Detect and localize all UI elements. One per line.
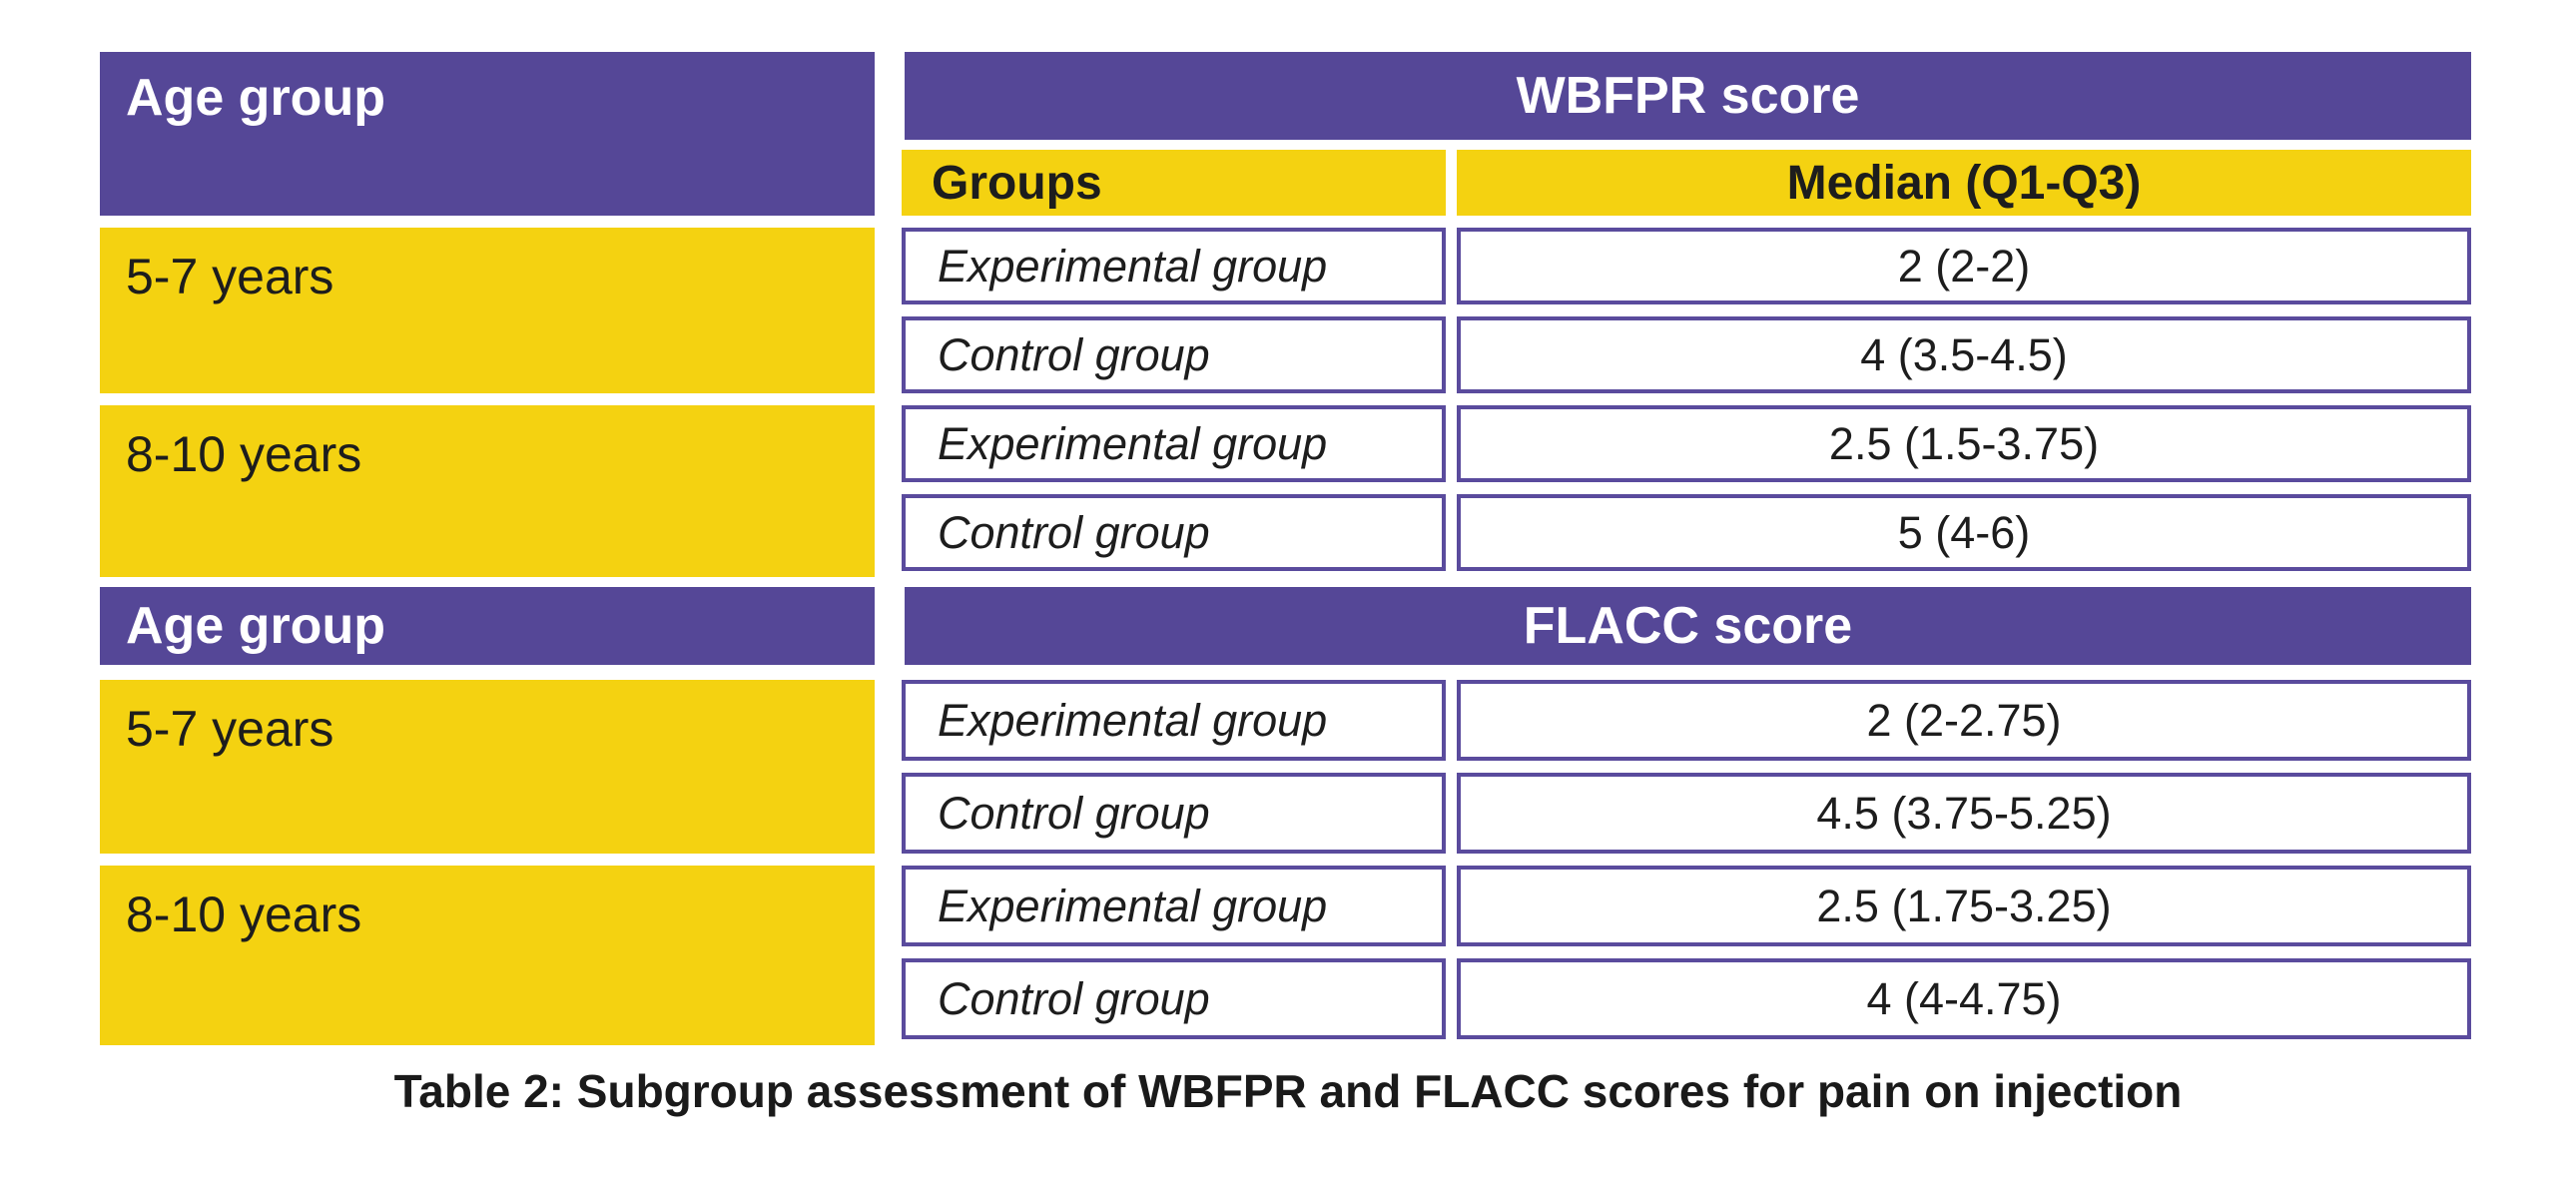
median-cell: 4 (3.5-4.5)	[1457, 316, 2471, 393]
age-cell-8-10-wbfpr: 8-10 years	[100, 405, 875, 577]
group-cell: Control group	[902, 958, 1446, 1039]
median-cell: 2 (2-2.75)	[1457, 680, 2471, 761]
flacc-score-header: FLACC score	[905, 587, 2471, 665]
median-cell: 2 (2-2)	[1457, 228, 2471, 304]
group-cell: Experimental group	[902, 680, 1446, 761]
group-cell: Control group	[902, 494, 1446, 571]
group-cell: Control group	[902, 773, 1446, 854]
age-cell-8-10-flacc: 8-10 years	[100, 866, 875, 1045]
wbfpr-score-header: WBFPR score	[905, 52, 2471, 140]
age-group-header-wbfpr: Age group	[100, 52, 875, 216]
age-cell-5-7-wbfpr: 5-7 years	[100, 228, 875, 393]
group-cell: Experimental group	[902, 866, 1446, 946]
table-caption: Table 2: Subgroup assessment of WBFPR an…	[393, 1065, 2183, 1117]
age-cell-5-7-flacc: 5-7 years	[100, 680, 875, 854]
median-column-header: Median (Q1-Q3)	[1457, 150, 2471, 216]
median-cell: 4.5 (3.75-5.25)	[1457, 773, 2471, 854]
age-group-header-flacc: Age group	[100, 587, 875, 665]
group-cell: Experimental group	[902, 405, 1446, 482]
median-cell: 5 (4-6)	[1457, 494, 2471, 571]
median-cell: 2.5 (1.75-3.25)	[1457, 866, 2471, 946]
group-cell: Experimental group	[902, 228, 1446, 304]
median-cell: 4 (4-4.75)	[1457, 958, 2471, 1039]
median-cell: 2.5 (1.5-3.75)	[1457, 405, 2471, 482]
group-cell: Control group	[902, 316, 1446, 393]
groups-column-header: Groups	[902, 150, 1446, 216]
